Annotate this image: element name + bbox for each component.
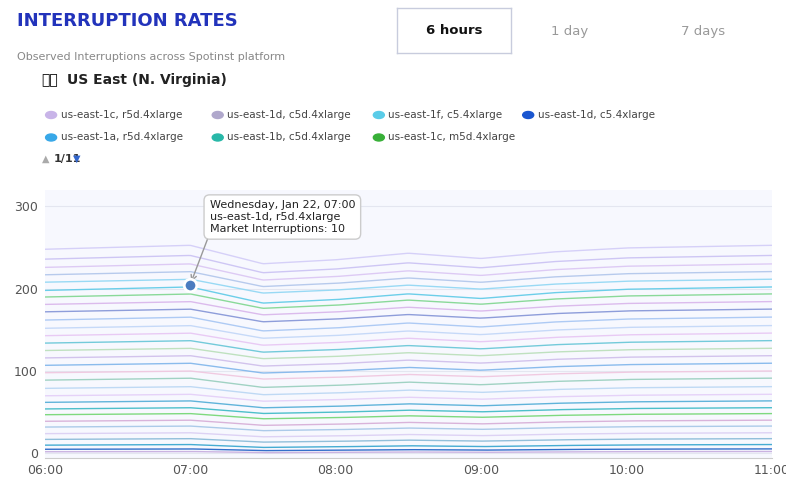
Text: US East (N. Virginia): US East (N. Virginia) xyxy=(67,73,226,87)
Text: us-east-1f, c5.4xlarge: us-east-1f, c5.4xlarge xyxy=(388,110,502,120)
Text: Observed Interruptions across Spotinst platform: Observed Interruptions across Spotinst p… xyxy=(17,52,285,62)
Text: 🇺🇸: 🇺🇸 xyxy=(42,73,58,87)
Text: us-east-1b, c5d.4xlarge: us-east-1b, c5d.4xlarge xyxy=(227,132,351,142)
Text: 1/11: 1/11 xyxy=(53,154,81,164)
Text: Wednesday, Jan 22, 07:00
us-east-1d, r5d.4xlarge
Market Interruptions: 10: Wednesday, Jan 22, 07:00 us-east-1d, r5d… xyxy=(210,200,355,234)
Text: 6 hours: 6 hours xyxy=(426,24,482,36)
Text: ▲: ▲ xyxy=(42,154,50,164)
Text: us-east-1a, r5d.4xlarge: us-east-1a, r5d.4xlarge xyxy=(61,132,182,142)
Text: us-east-1d, c5d.4xlarge: us-east-1d, c5d.4xlarge xyxy=(227,110,351,120)
Text: us-east-1c, m5d.4xlarge: us-east-1c, m5d.4xlarge xyxy=(388,132,516,142)
Text: INTERRUPTION RATES: INTERRUPTION RATES xyxy=(17,12,238,30)
Text: us-east-1c, r5d.4xlarge: us-east-1c, r5d.4xlarge xyxy=(61,110,182,120)
Text: 7 days: 7 days xyxy=(681,24,725,38)
Text: ▼: ▼ xyxy=(73,154,81,164)
Text: us-east-1d, c5.4xlarge: us-east-1d, c5.4xlarge xyxy=(538,110,655,120)
Text: 1 day: 1 day xyxy=(551,24,589,38)
